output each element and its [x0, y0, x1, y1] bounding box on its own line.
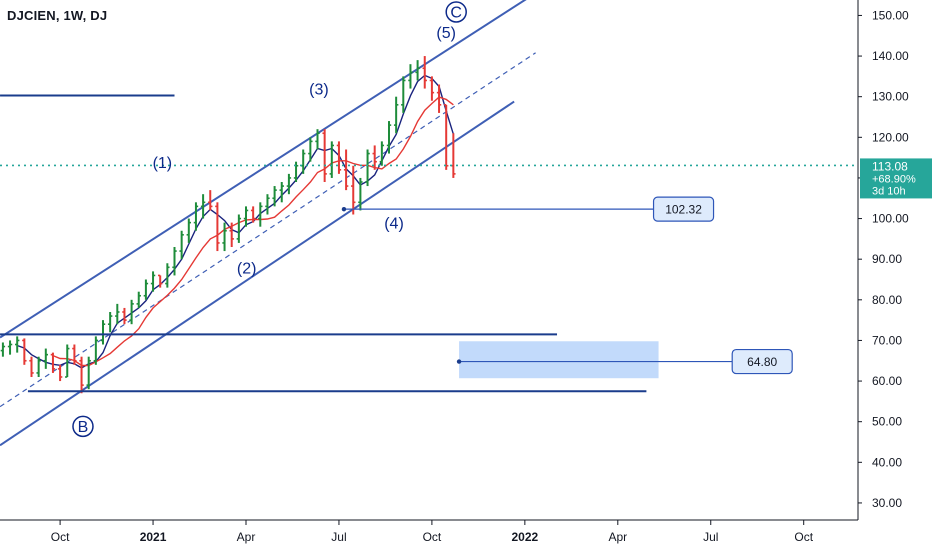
wave-label-circle [72, 415, 94, 438]
time-tick-label: Jul [703, 530, 718, 544]
price-tick-label: 90.00 [872, 252, 902, 266]
wave-label: (1) [153, 155, 173, 172]
callout-box [731, 348, 793, 375]
horizontal-lines-layer [0, 94, 858, 393]
channel-upper-line [0, 0, 527, 339]
last-price-value: 113.08 [872, 159, 908, 173]
channel-lower-line [0, 100, 515, 447]
price-callouts-layer: 102.32 64.80 113.08+68.90%3d 10h [341, 158, 932, 375]
price-tick-label: 60.00 [872, 374, 902, 388]
time-tick-label: Jul [331, 530, 346, 544]
wave-label: (3) [309, 82, 329, 99]
price-tick-label: 70.00 [872, 333, 902, 347]
wave-label: (4) [384, 216, 404, 233]
time-tick-label: 2022 [511, 530, 538, 544]
wave-label-circle [445, 1, 467, 23]
price-tick-label: 150.00 [872, 8, 909, 22]
wave-label: B [78, 419, 89, 436]
price-axis[interactable]: 150.00140.00130.00120.00110.00100.0090.0… [857, 0, 909, 520]
price-tick-label: 130.00 [872, 90, 909, 104]
price-tick-label: 30.00 [872, 496, 902, 510]
callout-box [652, 196, 715, 222]
callout-anchor-dot [341, 206, 347, 212]
target-zone-layer [459, 341, 659, 379]
price-tick-label: 80.00 [872, 293, 902, 307]
price-tick-label: 40.00 [872, 455, 902, 469]
wave-labels-layer: (1) (2) (3) (4) (5) C B [72, 1, 467, 438]
price-tick-label: 140.00 [872, 49, 909, 63]
callout-label: 64.80 [747, 355, 777, 369]
time-tick-label: Oct [51, 530, 70, 544]
moving-average-fast [16, 74, 455, 369]
wave-label: (2) [237, 260, 257, 277]
wave-label: (5) [436, 25, 456, 42]
chart-symbol-title: DJCIEN, 1W, DJ [7, 8, 108, 23]
time-tick-label: Oct [423, 530, 442, 544]
price-tick-label: 120.00 [872, 130, 909, 144]
time-tick-label: Oct [794, 530, 813, 544]
trend-channel-layer [0, 0, 536, 447]
candles-layer [0, 56, 456, 394]
wave-label: C [450, 4, 462, 21]
last-price-badge-bg [860, 158, 932, 199]
callout-anchor-dot [456, 359, 462, 364]
price-tick-label: 50.00 [872, 415, 902, 429]
callout-label: 102.32 [665, 203, 702, 217]
time-axis[interactable]: Oct 2021 Apr Jul Oct 2022 Apr Jul Oct [0, 519, 858, 544]
price-tick-label: 100.00 [872, 212, 909, 226]
time-tick-label: Apr [237, 530, 256, 544]
channel-median-line [0, 52, 536, 408]
time-tick-label: Apr [608, 530, 627, 544]
last-price-countdown: 3d 10h [872, 185, 906, 197]
time-tick-label: 2021 [140, 530, 167, 544]
target-zone [459, 341, 659, 379]
last-price-badge: 113.08+68.90%3d 10h [860, 158, 932, 199]
last-price-change: +68.90% [872, 173, 916, 185]
